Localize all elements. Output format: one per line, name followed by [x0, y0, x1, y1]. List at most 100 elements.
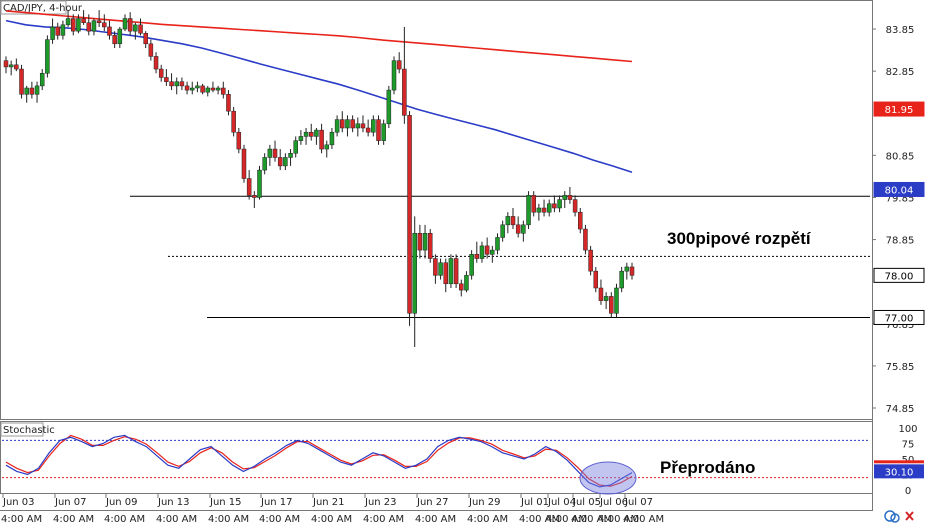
stoch-y-tick-label: 0 — [905, 486, 911, 497]
x-tick-time: 4:00 AM — [53, 514, 94, 525]
candle-body — [386, 89, 392, 125]
candle-body — [427, 233, 433, 259]
candle-body — [433, 258, 438, 276]
candle-body — [45, 39, 50, 74]
candle-body — [572, 199, 578, 213]
x-tick-time: 4:00 AM — [104, 514, 145, 525]
candle-body — [422, 233, 428, 251]
x-tick-time: 4:00 AM — [1, 514, 42, 525]
y-tick-label: 79.85 — [886, 193, 915, 204]
candle-body — [303, 131, 309, 137]
candle-body — [588, 249, 593, 272]
candle-body — [308, 131, 314, 137]
candle-body — [510, 216, 516, 226]
candle-body — [624, 266, 630, 272]
chart-title: CAD/JPY, 4-hour — [3, 3, 83, 14]
candle-body — [39, 73, 45, 87]
x-tick-date: Jul 05 — [572, 497, 601, 508]
x-tick-date: Jun 13 — [157, 497, 190, 508]
candle-body — [619, 270, 624, 289]
y-tick-label: 83.85 — [886, 25, 915, 36]
candle-body — [3, 60, 9, 68]
candle-body — [536, 207, 542, 213]
price-tag — [873, 181, 925, 197]
price-tag — [873, 101, 925, 117]
candle-body — [531, 195, 536, 213]
price-tag-label: 81.95 — [885, 105, 914, 116]
candle-body — [314, 129, 319, 137]
x-tick-time: 4:00 AM — [156, 514, 197, 525]
currency-exchange-icon[interactable] — [884, 510, 900, 523]
moving-average-red-line — [5, 10, 633, 63]
candle-body — [153, 56, 159, 70]
price-tag — [873, 309, 925, 325]
candle-body — [453, 258, 459, 285]
candle-body — [526, 195, 531, 226]
candle-body — [334, 119, 340, 133]
candle-body — [127, 18, 133, 32]
candle-body — [490, 249, 495, 255]
candle-body — [474, 254, 480, 259]
candle-body — [402, 68, 407, 116]
stoch-plot-frame — [0, 421, 873, 494]
x-tick-date: Jun 21 — [312, 497, 345, 508]
x-tick-date: Jul 01 — [520, 497, 549, 508]
x-tick-time: 4:00 AM — [415, 514, 456, 525]
price-tag — [873, 267, 925, 283]
candle-body — [91, 20, 97, 32]
x-tick-date: Jun 23 — [364, 497, 397, 508]
candle-body — [283, 157, 288, 167]
x-tick-date: Jun 03 — [2, 497, 35, 508]
candle-body — [365, 127, 371, 133]
candle-body — [340, 119, 345, 129]
x-tick-date: Jun 27 — [416, 497, 449, 508]
candle-body — [277, 157, 283, 167]
candle-body — [376, 119, 381, 141]
x-tick-date: Jun 17 — [260, 497, 293, 508]
oversold-annotation: Přeprodáno — [660, 458, 755, 477]
candle-body — [71, 18, 76, 32]
candle-body — [76, 18, 81, 32]
x-tick-time: 4:00 AM — [363, 514, 404, 525]
candle-body — [629, 266, 635, 276]
candle-body — [329, 131, 335, 146]
candle-body — [464, 275, 469, 291]
candle-body — [443, 262, 449, 285]
candle-body — [267, 148, 273, 158]
candle-body — [195, 85, 200, 89]
x-tick-date: Jul 07 — [624, 497, 653, 508]
y-tick-label: 78.85 — [886, 236, 915, 247]
candle-body — [122, 18, 128, 30]
candle-body — [593, 270, 599, 289]
candle-body — [381, 123, 386, 141]
y-tick-label: 76.85 — [886, 320, 915, 331]
range-annotation: 300pipové rozpětí — [667, 229, 812, 248]
candle-body — [205, 87, 211, 93]
candle-body — [14, 64, 19, 70]
close-x-icon[interactable] — [905, 511, 914, 521]
y-tick-label: 75.85 — [886, 362, 915, 373]
candle-body — [469, 254, 474, 276]
x-tick-time: 4:00 AM — [571, 514, 612, 525]
candle-body — [391, 60, 397, 91]
candle-body — [50, 26, 55, 40]
candle-body — [236, 131, 242, 150]
candle-body — [598, 287, 604, 301]
stoch-label: Stochastic — [3, 425, 55, 436]
candle-body — [583, 228, 588, 251]
candle-body — [179, 81, 185, 87]
candle-body — [495, 237, 500, 251]
x-tick-date: Jun 09 — [105, 497, 138, 508]
candle-body — [438, 262, 443, 276]
stoch-k-line — [5, 434, 633, 488]
candle-body — [184, 85, 190, 91]
candle-body — [578, 211, 583, 230]
candle-body — [293, 140, 298, 154]
x-tick-date: Jun 07 — [54, 497, 87, 508]
candle-body — [350, 119, 355, 129]
y-tick-label: 82.85 — [886, 67, 915, 78]
x-tick-time: 4:00 AM — [311, 514, 352, 525]
candle-body — [164, 77, 169, 82]
x-tick-time: 4:00 AM — [623, 514, 664, 525]
